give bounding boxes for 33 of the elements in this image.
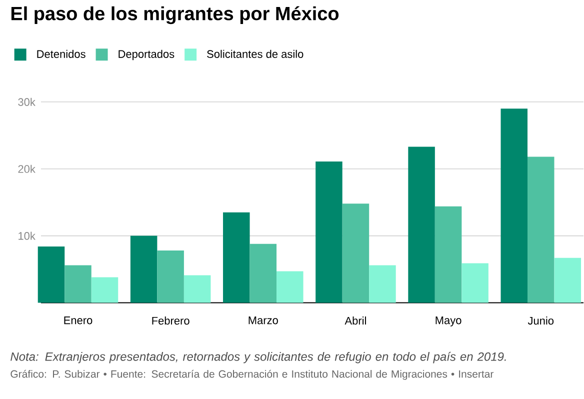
bar (434, 206, 462, 303)
bar (64, 265, 92, 303)
x-tick-label: Junio (528, 316, 554, 325)
bar (369, 265, 396, 303)
bar (500, 108, 528, 303)
bar (130, 236, 158, 303)
y-tick-label: 10k (18, 232, 36, 240)
bar (184, 275, 211, 303)
legend-label: Solicitantes de asilo (207, 50, 304, 58)
y-tick-label: 30k (18, 98, 36, 106)
bar (316, 162, 342, 303)
legend-label: Detenidos (37, 50, 86, 58)
bar (250, 244, 277, 303)
x-tick-label: Mayo (436, 316, 462, 327)
bar (157, 250, 184, 303)
bar (462, 263, 488, 303)
bar (223, 212, 250, 303)
bar (342, 204, 370, 303)
x-tick-label: Febrero (152, 316, 190, 325)
bar (528, 156, 554, 303)
bar (276, 271, 304, 303)
bar (91, 277, 118, 303)
x-tick-label: Marzo (248, 316, 278, 324)
text: Gráfico: P. Subizar • Fuente: Secretaría de Gobernación e Instituto Nacional de Migraciones • Insertar (10, 370, 494, 380)
x-tick-label: Enero (64, 316, 92, 324)
legend-label: Deportados (118, 50, 174, 60)
y-tick-label: 20k (18, 164, 36, 174)
text: Nota: Extranjeros presentados, retornados y solicitantes de refugio en todo el país en 2019. (10, 352, 506, 364)
bar (38, 246, 65, 303)
x-tick-label: Abril (344, 316, 366, 325)
chart-title: El paso de los migrantes por México (11, 6, 339, 24)
bar (554, 258, 582, 303)
bar (408, 146, 435, 303)
